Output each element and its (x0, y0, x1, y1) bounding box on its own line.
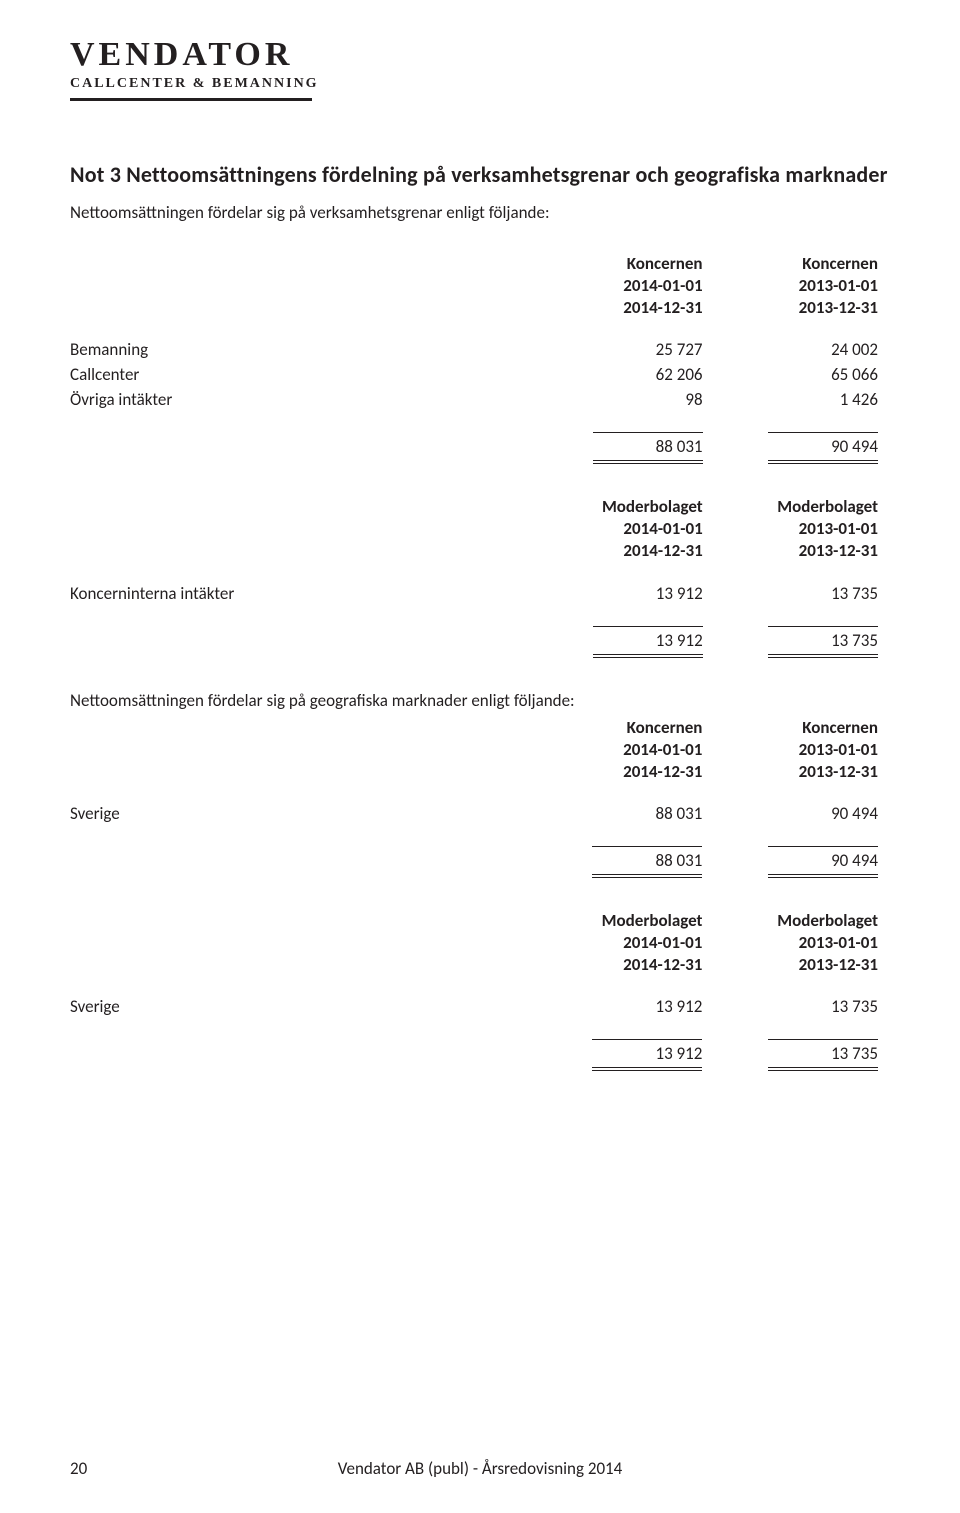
row-label: Sverige (70, 994, 539, 1019)
total-value: 88 031 (656, 436, 703, 457)
total-value: 90 494 (831, 436, 878, 457)
geo-intro: Nettoomsättningen fördelar sig på geogra… (70, 690, 890, 711)
table-header-row: 2014-12-31 2013-12-31 (70, 761, 890, 783)
total-value: 13 912 (655, 1043, 702, 1064)
logo-block: VENDATOR CALLCENTER & BEMANNING (70, 38, 890, 101)
col-header: Moderbolaget (715, 496, 890, 518)
col-period: 2013-12-31 (715, 540, 890, 562)
intro-text: Nettoomsättningen fördelar sig på verksa… (70, 202, 890, 223)
table-row: Koncerninterna intäkter 13 912 13 735 (70, 581, 890, 606)
col-period: 2014-12-31 (539, 761, 715, 783)
table-row: Callcenter 62 206 65 066 (70, 362, 890, 387)
table-row: Bemanning 25 727 24 002 (70, 337, 890, 362)
cell-value: 24 002 (715, 337, 890, 362)
col-period: 2013-12-31 (715, 297, 890, 319)
col-period: 2013-01-01 (715, 518, 890, 540)
table-sec2-koncernen: Koncernen Koncernen 2014-01-01 2013-01-0… (70, 717, 890, 880)
table-header-row: 2014-01-01 2013-01-01 (70, 518, 890, 540)
col-header: Koncernen (714, 717, 890, 739)
table-header-row: 2014-12-31 2013-12-31 (70, 540, 890, 562)
col-period: 2014-01-01 (539, 739, 715, 761)
table-total-row: 13 912 13 735 (70, 1037, 890, 1073)
logo-rule (70, 98, 312, 101)
col-period: 2014-12-31 (539, 540, 714, 562)
col-period: 2014-01-01 (539, 275, 714, 297)
col-period: 2013-01-01 (714, 932, 890, 954)
col-period: 2013-12-31 (714, 954, 890, 976)
page: VENDATOR CALLCENTER & BEMANNING Not 3 Ne… (0, 0, 960, 1513)
table-header-row: Koncernen Koncernen (70, 717, 890, 739)
table-header-row: 2014-12-31 2013-12-31 (70, 297, 890, 319)
table-sec2-moderbolaget: Moderbolaget Moderbolaget 2014-01-01 201… (70, 910, 890, 1073)
note-heading: Not 3 Nettoomsättningens fördelning på v… (70, 161, 890, 188)
table-sec1-koncernen: Koncernen Koncernen 2014-01-01 2013-01-0… (70, 253, 890, 466)
col-period: 2014-01-01 (539, 932, 715, 954)
col-header: Moderbolaget (539, 910, 715, 932)
cell-value: 62 206 (539, 362, 714, 387)
footer-title: Vendator AB (publ) - Årsredovisning 2014 (0, 1458, 960, 1479)
cell-value: 88 031 (539, 801, 715, 826)
total-value: 13 912 (656, 630, 703, 651)
cell-value: 90 494 (714, 801, 890, 826)
table-row: Sverige 13 912 13 735 (70, 994, 890, 1019)
col-header: Koncernen (715, 253, 890, 275)
table-header-row: 2014-12-31 2013-12-31 (70, 954, 890, 976)
total-value: 13 735 (831, 630, 878, 651)
col-period: 2013-12-31 (714, 761, 890, 783)
table-header-row: Moderbolaget Moderbolaget (70, 910, 890, 932)
cell-value: 1 426 (715, 387, 890, 412)
row-label: Bemanning (70, 337, 539, 362)
cell-value: 13 735 (714, 994, 890, 1019)
table-total-row: 88 031 90 494 (70, 844, 890, 880)
row-label: Callcenter (70, 362, 539, 387)
row-label: Sverige (70, 801, 539, 826)
table-total-row: 13 912 13 735 (70, 624, 890, 660)
table-sec1-moderbolaget: Moderbolaget Moderbolaget 2014-01-01 201… (70, 496, 890, 659)
col-header: Koncernen (539, 717, 715, 739)
logo-sub: CALLCENTER & BEMANNING (70, 76, 890, 92)
cell-value: 65 066 (715, 362, 890, 387)
total-value: 88 031 (655, 850, 702, 871)
row-label: Koncerninterna intäkter (70, 581, 539, 606)
cell-value: 13 912 (539, 581, 714, 606)
table-header-row: 2014-01-01 2013-01-01 (70, 932, 890, 954)
col-period: 2014-12-31 (539, 954, 715, 976)
col-period: 2014-01-01 (539, 518, 714, 540)
table-total-row: 88 031 90 494 (70, 430, 890, 466)
col-header: Moderbolaget (714, 910, 890, 932)
col-header: Moderbolaget (539, 496, 714, 518)
table-header-row: Moderbolaget Moderbolaget (70, 496, 890, 518)
col-period: 2014-12-31 (539, 297, 714, 319)
table-row: Övriga intäkter 98 1 426 (70, 387, 890, 412)
total-value: 90 494 (831, 850, 878, 871)
table-header-row: 2014-01-01 2013-01-01 (70, 275, 890, 297)
col-period: 2013-01-01 (714, 739, 890, 761)
table-header-row: Koncernen Koncernen (70, 253, 890, 275)
total-value: 13 735 (831, 1043, 878, 1064)
cell-value: 13 735 (715, 581, 890, 606)
cell-value: 25 727 (539, 337, 714, 362)
logo-main: VENDATOR (70, 38, 890, 72)
cell-value: 13 912 (539, 994, 715, 1019)
col-period: 2013-01-01 (715, 275, 890, 297)
cell-value: 98 (539, 387, 714, 412)
table-row: Sverige 88 031 90 494 (70, 801, 890, 826)
row-label: Övriga intäkter (70, 387, 539, 412)
col-header: Koncernen (539, 253, 714, 275)
table-header-row: 2014-01-01 2013-01-01 (70, 739, 890, 761)
